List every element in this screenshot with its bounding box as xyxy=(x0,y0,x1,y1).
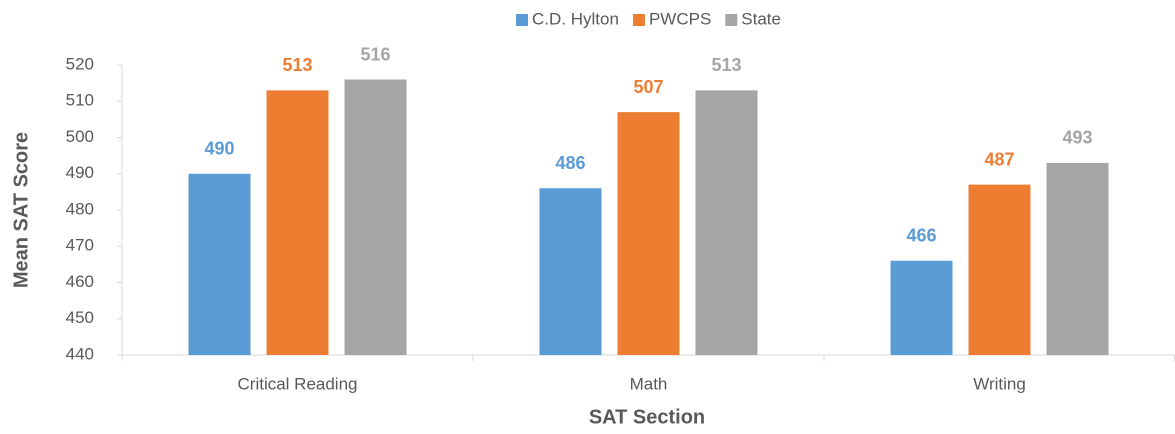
legend-swatch xyxy=(516,14,529,26)
y-tick-label: 460 xyxy=(66,272,94,291)
legend-label: State xyxy=(741,9,781,28)
data-label: 513 xyxy=(711,55,741,75)
y-tick-label: 470 xyxy=(66,236,94,255)
y-tick-label: 440 xyxy=(66,344,94,363)
y-tick-label: 500 xyxy=(66,127,94,146)
data-label: 507 xyxy=(633,77,663,97)
legend-label: PWCPS xyxy=(649,9,711,28)
bar xyxy=(890,260,953,355)
data-label: 466 xyxy=(906,226,936,246)
x-axis-title: SAT Section xyxy=(589,406,705,428)
y-tick-label: 510 xyxy=(66,91,94,110)
bar xyxy=(266,90,329,355)
bar xyxy=(344,79,407,355)
bar xyxy=(539,188,602,355)
y-tick-label: 450 xyxy=(66,308,94,327)
x-tick-label: Writing xyxy=(973,374,1026,393)
x-tick-label: Math xyxy=(630,374,668,393)
data-label: 486 xyxy=(555,153,585,173)
data-label: 513 xyxy=(282,55,312,75)
y-tick-label: 490 xyxy=(66,163,94,182)
data-label: 493 xyxy=(1062,128,1092,148)
legend-label: C.D. Hylton xyxy=(532,9,619,28)
legend-swatch xyxy=(725,14,738,26)
y-axis-title: Mean SAT Score xyxy=(10,132,32,288)
x-tick-label: Critical Reading xyxy=(238,374,358,393)
bar xyxy=(617,112,680,355)
data-label: 487 xyxy=(984,149,1014,169)
bar xyxy=(1046,162,1109,355)
y-tick-label: 520 xyxy=(66,54,94,73)
data-label: 490 xyxy=(204,139,234,159)
bar xyxy=(695,90,758,355)
y-tick-label: 480 xyxy=(66,199,94,218)
data-label: 516 xyxy=(360,44,390,64)
bar xyxy=(968,184,1031,355)
bar xyxy=(188,173,251,355)
legend-swatch xyxy=(632,14,645,26)
